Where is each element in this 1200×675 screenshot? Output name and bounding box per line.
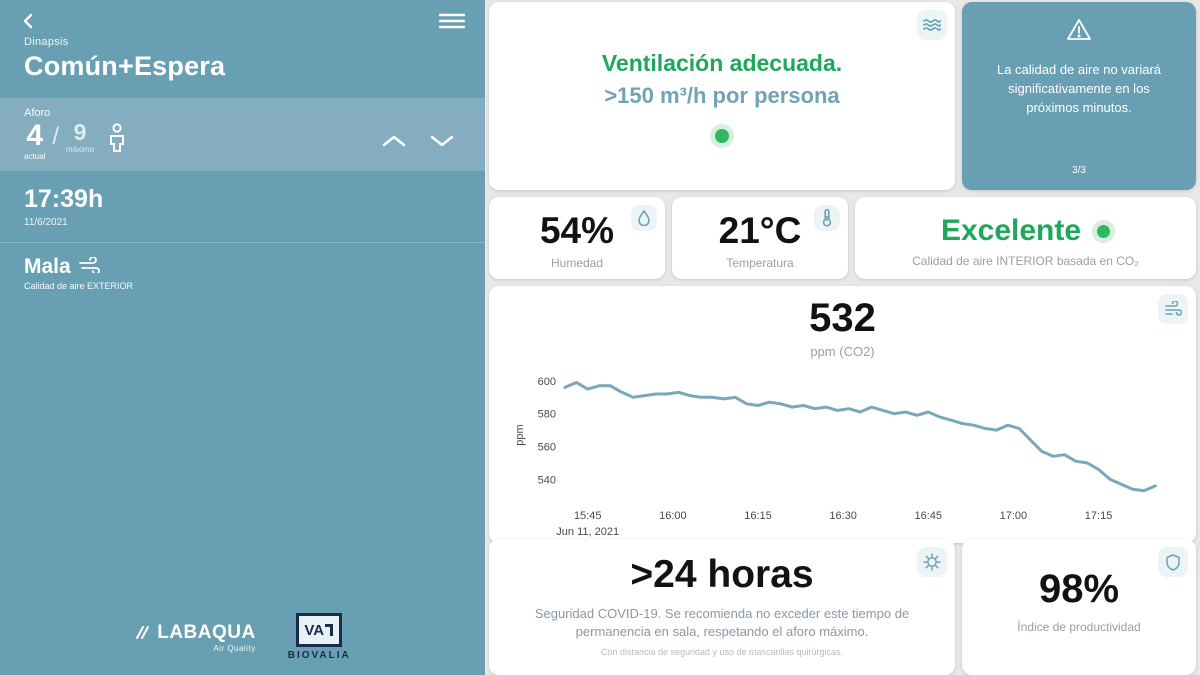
covid-card: >24 horas Seguridad COVID-19. Se recomie… [489, 539, 955, 675]
productivity-card: 98% Índice de productividad [962, 539, 1196, 675]
ventilation-subtitle: >150 m³/h por persona [604, 82, 840, 108]
svg-text:ppm: ppm [514, 424, 526, 445]
temperature-label: Temperatura [726, 256, 794, 271]
air-quality-dot [1097, 224, 1111, 238]
covid-time-value: >24 horas [630, 553, 814, 596]
current-date: 11/6/2021 [24, 217, 68, 228]
occupancy-counter: 4 actual / 9 máximo [24, 121, 127, 161]
covid-text: Seguridad COVID-19. Se recomienda no exc… [534, 606, 910, 640]
aforo-panel: Aforo 4 actual / 9 máximo [0, 98, 485, 171]
productivity-label: Índice de productividad [1017, 620, 1141, 634]
forecast-page-indicator: 3/3 [1072, 165, 1086, 176]
svg-text:16:30: 16:30 [829, 510, 857, 522]
droplet-icon [631, 205, 657, 231]
sidebar: Dinapsis Común+Espera Aforo 4 actual / 9… [0, 0, 485, 675]
svg-text:16:15: 16:15 [744, 510, 772, 522]
svg-text:Jun 11, 2021: Jun 11, 2021 [556, 526, 619, 538]
virus-icon [917, 547, 947, 577]
co2-value: 532 [809, 296, 876, 340]
co2-line-chart: 540 560 580 600 15:45 16:00 16:15 16:30 16:45 17:… [514, 376, 1157, 538]
exterior-quality-value: Mala [24, 255, 71, 278]
humidity-value: 54% [539, 209, 615, 251]
svg-text:580: 580 [537, 409, 555, 421]
forecast-card[interactable]: La calidad de aire no variará significat… [962, 2, 1196, 190]
dashboard-main: Ventilación adecuada. >150 m³/h por pers… [485, 0, 1200, 675]
aforo-label: Aforo [24, 107, 51, 119]
chevron-down-icon[interactable] [429, 134, 455, 148]
chevron-up-icon[interactable] [381, 134, 407, 148]
svg-text:17:15: 17:15 [1084, 510, 1112, 522]
biovalia-logo: VA BIOVALIA [288, 613, 351, 661]
covid-subtext: Con distancia de seguridad y uso de masc… [600, 647, 844, 658]
ventilation-status-dot [715, 128, 729, 143]
productivity-value: 98% [1038, 567, 1120, 611]
ventilation-card: Ventilación adecuada. >150 m³/h por pers… [489, 2, 955, 190]
back-icon[interactable] [20, 12, 38, 30]
menu-icon[interactable] [439, 13, 465, 29]
co2-chart-card: 532 ppm (CO2) 540 560 580 600 15:45 16:00 16:1… [489, 286, 1196, 543]
svg-text:560: 560 [537, 441, 555, 453]
svg-text:16:00: 16:00 [659, 510, 687, 522]
current-time: 17:39h [24, 185, 104, 213]
svg-text:600: 600 [537, 376, 555, 388]
svg-text:540: 540 [537, 474, 555, 486]
app-label: Dinapsis [24, 36, 69, 48]
person-icon [107, 123, 127, 158]
svg-text:16:45: 16:45 [914, 510, 942, 522]
labaqua-logo: LABAQUA Air Quality [134, 622, 256, 653]
room-title: Común+Espera [24, 51, 226, 81]
shield-icon [1158, 547, 1188, 577]
svg-text:17:00: 17:00 [999, 510, 1027, 522]
waves-icon [917, 10, 947, 40]
occupancy-max: 9 [73, 119, 87, 145]
exterior-quality-caption: Calidad de aire EXTERIOR [24, 281, 134, 291]
occupancy-current: 4 [26, 119, 44, 152]
labaqua-mark-icon [136, 625, 150, 639]
warning-icon [1066, 18, 1092, 47]
air-quality-value: Excelente [940, 214, 1082, 247]
wind-icon [78, 255, 101, 278]
forecast-text: La calidad de aire no variará significat… [996, 62, 1162, 115]
ventilation-title: Ventilación adecuada. [601, 49, 843, 76]
humidity-label: Humedad [550, 256, 604, 271]
thermometer-icon [814, 205, 840, 231]
temperature-value: 21°C [718, 209, 802, 251]
humidity-card: 54% Humedad [489, 197, 665, 279]
air-quality-card: Excelente Calidad de aire INTERIOR basad… [855, 197, 1196, 279]
co2-unit: ppm (CO2) [810, 344, 875, 359]
svg-text:15:45: 15:45 [573, 510, 601, 522]
temperature-card: 21°C Temperatura [672, 197, 848, 279]
air-quality-label: Calidad de aire INTERIOR basada en CO₂ [912, 254, 1139, 268]
air-flow-icon [1158, 294, 1188, 324]
